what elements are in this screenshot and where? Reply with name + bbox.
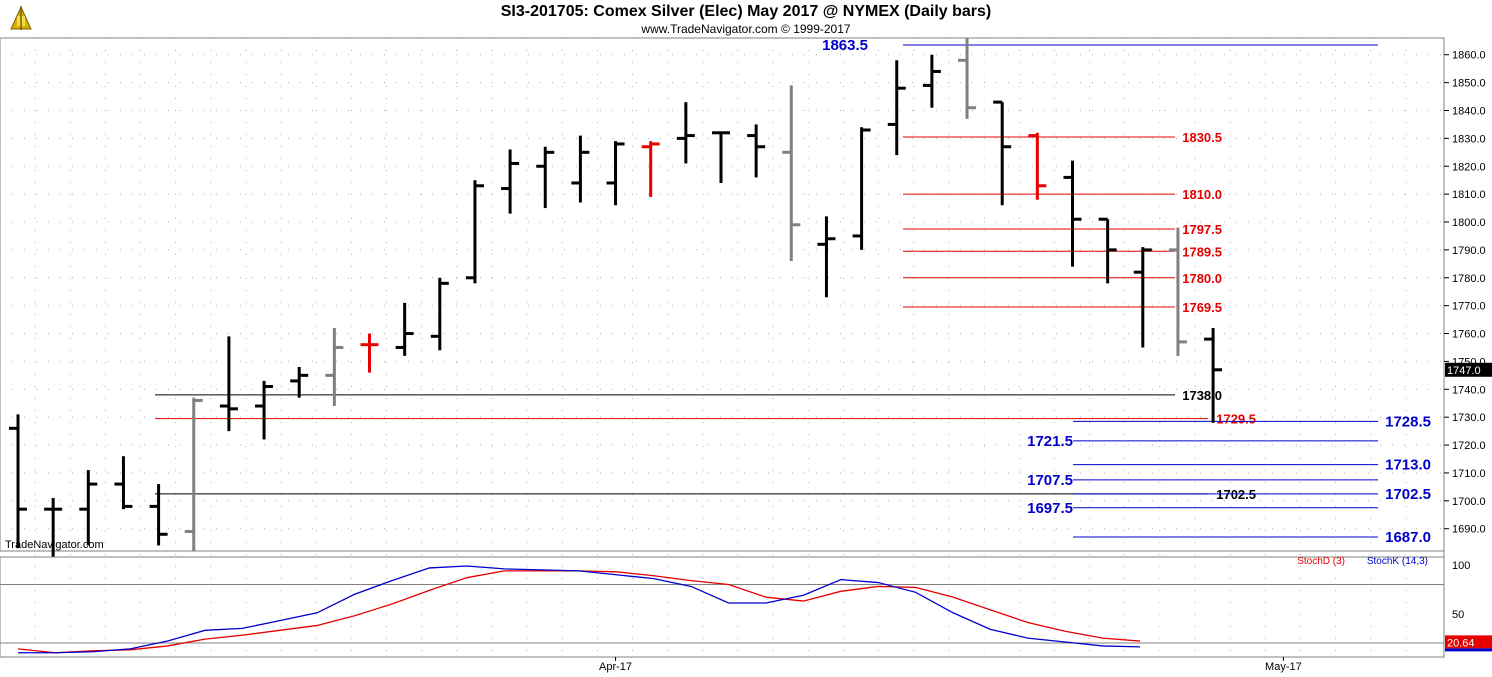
chart-header: SI3-201705: Comex Silver (Elec) May 2017…	[0, 0, 1492, 38]
price-axis-label: 1720.0	[1452, 440, 1486, 452]
ohlc-bar	[1098, 217, 1117, 284]
ohlc-bar	[1204, 327, 1223, 423]
ohlc-bar	[676, 102, 695, 164]
ohlc-bar	[290, 366, 309, 398]
ohlc-bar	[571, 135, 590, 203]
level-label: 1687.0	[1385, 529, 1431, 546]
price-axis-label: 1860.0	[1452, 50, 1486, 62]
ohlc-bar	[219, 336, 238, 432]
ohlc-bar	[993, 100, 1012, 206]
price-axis-label: 1770.0	[1452, 301, 1486, 313]
ohlc-bar	[360, 333, 379, 373]
oscillator-series-line	[18, 565, 1141, 654]
price-pane	[0, 37, 1445, 552]
price-axis-label: 1800.0	[1452, 217, 1486, 229]
level-label: 1713.0	[1385, 457, 1431, 474]
date-axis-label: Apr-17	[599, 661, 632, 673]
ohlc-bar	[782, 85, 801, 262]
ohlc-bar	[922, 54, 941, 108]
ohlc-bar	[536, 146, 555, 209]
ohlc-bar	[712, 131, 730, 183]
ohlc-bar	[606, 141, 625, 206]
ohlc-bar	[1028, 132, 1047, 200]
ohlc-bar	[149, 484, 168, 546]
price-axis-label: 1740.0	[1452, 384, 1486, 396]
ohlc-bar	[9, 414, 27, 549]
price-axis-label: 1700.0	[1452, 496, 1486, 508]
level-label: 1769.5	[1182, 300, 1222, 315]
ohlc-bar	[501, 149, 520, 214]
level-label: 1830.5	[1182, 130, 1222, 145]
level-label: 1702.5	[1385, 486, 1431, 503]
oscillator-last-value-marker	[1445, 635, 1492, 649]
legend-entry: StochK (14,3)	[1367, 556, 1428, 567]
level-label: 1721.5	[1027, 433, 1073, 450]
ohlc-bar	[641, 141, 660, 197]
price-axis-label: 1830.0	[1452, 133, 1486, 145]
level-label: 1863.5	[822, 37, 868, 54]
ohlc-bar	[1168, 227, 1187, 356]
price-axis-label: 1820.0	[1452, 161, 1486, 173]
oscillator-last-value-label: 20.64	[1447, 637, 1475, 649]
oscillator-axis-label: 50	[1452, 609, 1464, 621]
oscillator-pane	[0, 556, 1445, 658]
level-label: 1738.0	[1182, 388, 1222, 403]
ohlc-bar	[852, 127, 871, 250]
ohlc-bar	[747, 124, 766, 178]
level-label: 1729.5	[1216, 412, 1256, 427]
chart-subtitle: www.TradeNavigator.com © 1999-2017	[641, 22, 851, 36]
price-axis-label: 1790.0	[1452, 245, 1486, 257]
ohlc-bar	[817, 216, 836, 298]
date-axis-label: May-17	[1265, 661, 1302, 673]
ohlc-bar	[887, 60, 906, 156]
oscillator-axis-label: 100	[1452, 560, 1470, 572]
ohlc-bar	[1063, 160, 1082, 267]
ohlc-bar	[395, 302, 414, 356]
price-axis-label: 1780.0	[1452, 273, 1486, 285]
level-label: 1707.5	[1027, 472, 1073, 489]
ohlc-bar	[255, 380, 274, 440]
grid-lines	[0, 38, 1444, 657]
ohlc-bar	[79, 470, 98, 546]
last-price-marker	[1445, 362, 1492, 377]
level-label: 1789.5	[1182, 244, 1222, 259]
ohlc-bar	[958, 38, 977, 119]
price-axis-label: 1710.0	[1452, 468, 1486, 480]
ohlc-bar	[184, 397, 203, 551]
ohlc-bar	[325, 327, 344, 407]
level-label: 1797.5	[1182, 222, 1222, 237]
ohlc-bar	[430, 277, 449, 351]
level-label: 1728.5	[1385, 413, 1431, 430]
price-axis-label: 1690.0	[1452, 524, 1486, 536]
level-label: 1697.5	[1027, 500, 1073, 517]
ohlc-bar	[114, 456, 133, 510]
watermark-text: TradeNavigator.com	[5, 539, 104, 551]
ohlc-bar	[1133, 247, 1152, 348]
price-axis-label: 1760.0	[1452, 329, 1486, 341]
ohlc-bar	[465, 180, 484, 284]
price-axis-label: 1730.0	[1452, 412, 1486, 424]
price-axis-label: 1840.0	[1452, 105, 1486, 117]
level-label: 1780.0	[1182, 271, 1222, 286]
chart-title: SI3-201705: Comex Silver (Elec) May 2017…	[500, 3, 992, 20]
level-label: 1810.0	[1182, 187, 1222, 202]
price-axis-label: 1850.0	[1452, 78, 1486, 90]
legend-entry: StochD (3)	[1297, 556, 1345, 567]
oscillator-last-value-marker	[1445, 648, 1492, 652]
last-price-label: 1747.0	[1447, 365, 1481, 377]
ohlc-bar	[44, 498, 63, 557]
trade-navigator-logo-icon	[4, 2, 38, 36]
price-axis-label: 1810.0	[1452, 189, 1486, 201]
